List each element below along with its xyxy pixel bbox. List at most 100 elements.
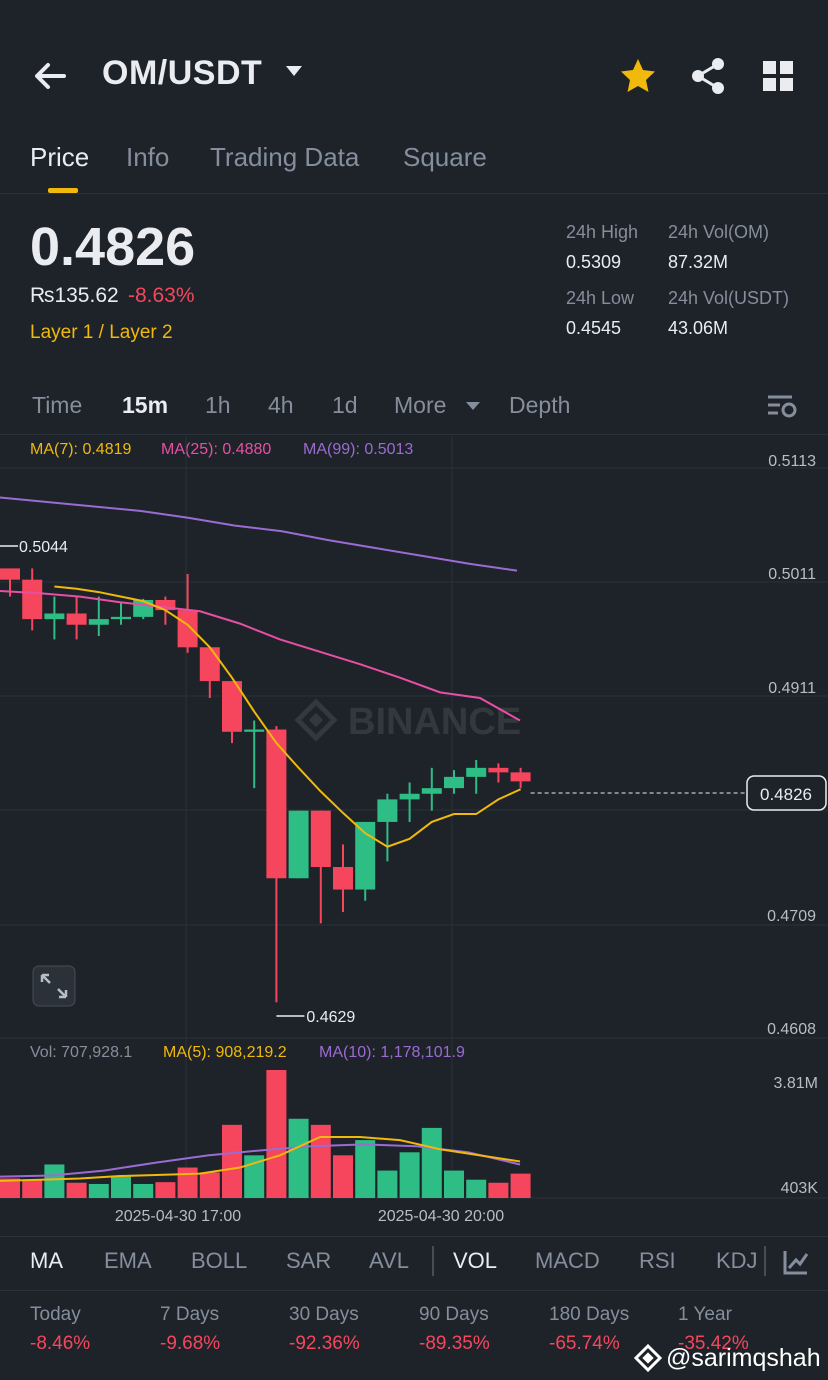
indicator-ma[interactable]: MA xyxy=(30,1248,63,1273)
ma99-legend: MA(99): 0.5013 xyxy=(303,441,414,458)
candle-body xyxy=(177,610,198,648)
indicator-sar[interactable]: SAR xyxy=(286,1248,332,1273)
volume-bar xyxy=(377,1170,398,1198)
candle-body xyxy=(88,619,109,625)
vol-om-label: 24h Vol(OM) xyxy=(668,222,770,242)
tf-15m[interactable]: 15m xyxy=(122,392,169,418)
volume-bar xyxy=(488,1182,509,1198)
tab-info[interactable]: Info xyxy=(126,142,170,172)
tab-square[interactable]: Square xyxy=(403,142,487,172)
price-axis-label: 0.4608 xyxy=(767,1021,816,1038)
pair-title[interactable]: OM/USDT xyxy=(102,54,263,92)
current-price-box xyxy=(746,775,827,811)
candle-body xyxy=(377,799,398,822)
volume-bar xyxy=(177,1167,198,1198)
tf-time[interactable]: Time xyxy=(32,392,83,418)
vol-ma10-legend: MA(10): 1,178,101.9 xyxy=(319,1044,465,1061)
tf-1h[interactable]: 1h xyxy=(205,392,231,418)
arrow-left-icon[interactable] xyxy=(30,56,70,96)
volume-bar xyxy=(66,1182,87,1198)
volume-bar xyxy=(155,1182,176,1198)
candle-body xyxy=(355,821,376,890)
volume-bar xyxy=(222,1124,242,1198)
current-price-label: 0.4826 xyxy=(760,785,812,804)
candle-body xyxy=(199,647,220,682)
tf-1d[interactable]: 1d xyxy=(332,392,358,418)
candle-body xyxy=(44,613,65,620)
candle-body xyxy=(488,767,509,773)
category-tag[interactable]: Layer 1 / Layer 2 xyxy=(30,322,173,343)
vol-usdt-label: 24h Vol(USDT) xyxy=(668,288,790,308)
tab-trading-data[interactable]: Trading Data xyxy=(210,142,360,172)
candle-body xyxy=(244,729,265,732)
candle-body xyxy=(111,616,131,620)
ma7-line xyxy=(54,585,522,848)
candle-body xyxy=(133,599,154,617)
candle-body xyxy=(0,568,20,580)
volume-bar xyxy=(288,1118,309,1198)
candle-body xyxy=(466,767,487,777)
price-axis-label: 0.5113 xyxy=(768,453,816,470)
perf-90d-label: 90 Days xyxy=(419,1304,489,1325)
candle-body xyxy=(266,729,287,879)
chart-settings-icon[interactable] xyxy=(766,392,798,420)
vol-ma5-legend: MA(5): 908,219.2 xyxy=(163,1044,287,1061)
fiat-price: ₨135.62 xyxy=(30,284,119,307)
high-label: 24h High xyxy=(566,222,639,242)
divider xyxy=(432,1246,434,1276)
volume-bar xyxy=(133,1183,154,1198)
ma7-legend: MA(7): 0.4819 xyxy=(30,441,132,458)
price-axis-label: 0.4709 xyxy=(767,908,816,925)
perf-today-value: -8.46% xyxy=(30,1333,91,1354)
caret-down-icon[interactable] xyxy=(286,66,302,76)
indicator-rsi[interactable]: RSI xyxy=(639,1248,676,1273)
perf-today-label: Today xyxy=(30,1304,81,1325)
low-label: 24h Low xyxy=(566,288,635,308)
volume-bar xyxy=(88,1183,109,1198)
tf-4h[interactable]: 4h xyxy=(268,392,294,418)
drawing-tools-icon[interactable] xyxy=(782,1248,810,1276)
candle-body xyxy=(222,681,242,732)
volume-bar xyxy=(310,1124,331,1198)
indicator-boll[interactable]: BOLL xyxy=(191,1248,248,1273)
divider xyxy=(0,434,828,435)
time-axis-label: 2025-04-30 17:00 xyxy=(115,1208,241,1225)
volume-bar xyxy=(399,1152,420,1198)
volume-bar xyxy=(44,1164,65,1198)
indicator-macd[interactable]: MACD xyxy=(535,1248,600,1273)
binance-watermark: BINANCE xyxy=(294,698,521,743)
volume-bar xyxy=(333,1155,353,1198)
volume-bar xyxy=(22,1179,43,1198)
expand-icon[interactable] xyxy=(32,965,76,1007)
perf-7d-label: 7 Days xyxy=(160,1304,220,1325)
tf-depth[interactable]: Depth xyxy=(509,392,571,418)
candle-body xyxy=(510,772,531,782)
candlestick-chart[interactable]: BINANCE 0.5113 0.5011 0.4911 0.4709 0.4608 0… xyxy=(0,436,828,1236)
time-axis-label: 2025-04-30 20:00 xyxy=(378,1208,504,1225)
indicator-vol[interactable]: VOL xyxy=(453,1248,498,1273)
share-icon[interactable] xyxy=(688,56,728,96)
indicator-kdj[interactable]: KDJ xyxy=(716,1248,758,1273)
vol-axis-top: 3.81M xyxy=(774,1075,818,1092)
low-marker-label: 0.4629 xyxy=(306,1009,355,1026)
perf-180d-value: -65.74% xyxy=(549,1333,620,1354)
last-price: 0.4826 xyxy=(30,217,196,277)
tab-price[interactable]: Price xyxy=(30,142,90,172)
candle-body xyxy=(421,788,442,794)
candle-body xyxy=(310,810,331,868)
star-icon[interactable] xyxy=(618,56,658,96)
volume-bar xyxy=(244,1155,265,1198)
indicator-avl[interactable]: AVL xyxy=(369,1248,409,1273)
price-change: -8.63% xyxy=(128,284,195,307)
grid-icon[interactable] xyxy=(760,58,796,94)
caret-down-icon[interactable] xyxy=(466,402,480,410)
tab-active-indicator xyxy=(48,188,78,193)
divider xyxy=(0,1236,828,1237)
candle-body xyxy=(399,793,420,800)
price-axis-label: 0.4911 xyxy=(768,680,816,697)
perf-90d-value: -89.35% xyxy=(419,1333,490,1354)
tf-more[interactable]: More xyxy=(394,392,447,418)
vol-om-value: 87.32M xyxy=(668,252,729,272)
watermark-handle: @sarimqshah xyxy=(666,1344,821,1372)
indicator-ema[interactable]: EMA xyxy=(104,1248,152,1273)
